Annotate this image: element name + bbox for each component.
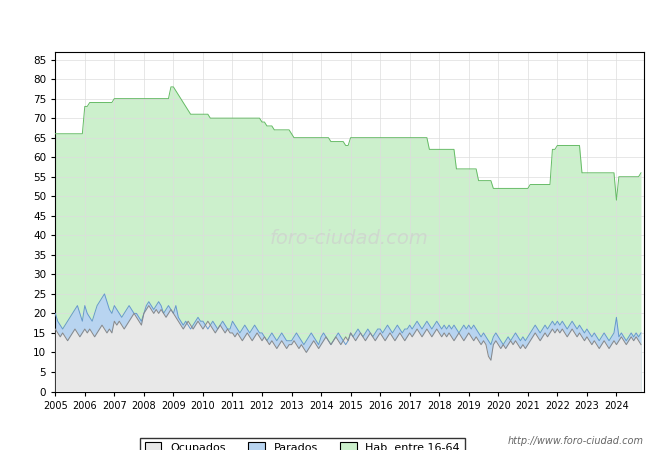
Text: Fulleda - Evolucion de la poblacion en edad de Trabajar Noviembre de 2024: Fulleda - Evolucion de la poblacion en e… [73,13,577,26]
Text: foro-ciudad.com: foro-ciudad.com [270,229,429,248]
Text: http://www.foro-ciudad.com: http://www.foro-ciudad.com [508,436,644,446]
Legend: Ocupados, Parados, Hab. entre 16-64: Ocupados, Parados, Hab. entre 16-64 [140,438,465,450]
